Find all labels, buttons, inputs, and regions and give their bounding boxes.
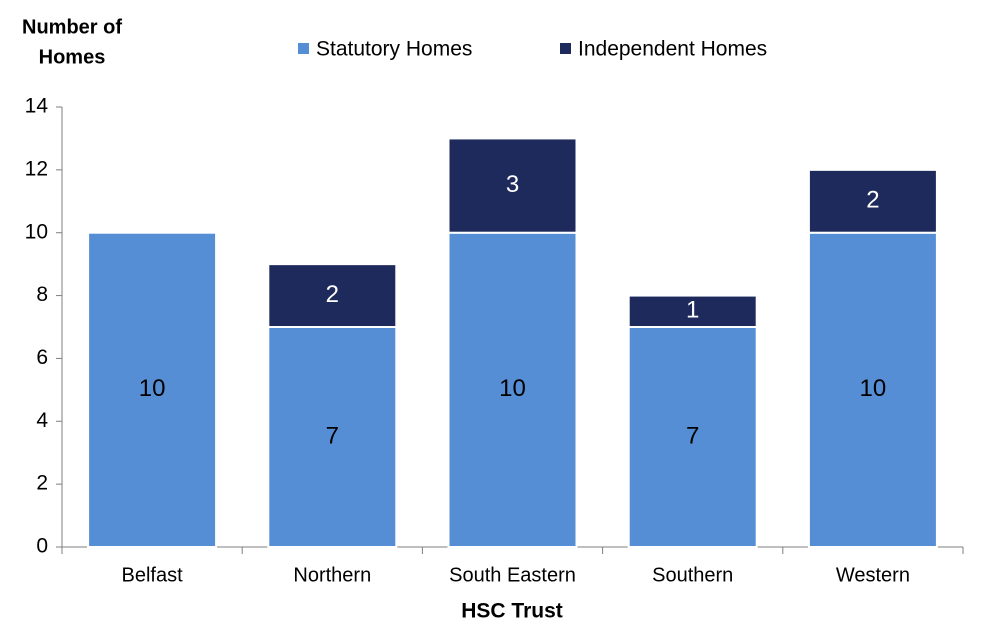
y-axis-title: Number of [22,16,122,38]
y-tick-label: 8 [36,283,48,306]
x-tick-label: Southern [652,564,733,586]
bar-segment [627,326,758,548]
bar-segment [807,168,938,234]
data-label: 3 [506,171,519,198]
legend-label: Independent Homes [578,38,767,61]
data-label: 2 [326,281,339,308]
x-tick-label: Northern [293,564,371,586]
data-label: 10 [499,375,526,402]
y-tick-label: 2 [36,472,48,495]
bar-segment [267,263,398,328]
x-tick-label: Western [836,564,910,586]
legend-swatch [560,43,571,54]
y-tick-label: 14 [25,95,49,118]
data-label: 7 [326,422,339,449]
bar-segment [447,137,578,234]
y-tick-label: 10 [25,220,48,243]
bar-segment [87,231,218,548]
data-label: 10 [860,375,887,402]
data-label: 10 [139,375,166,402]
data-label: 2 [866,187,879,214]
y-tick-label: 4 [36,409,48,432]
x-tick-label: South Eastern [449,564,576,586]
data-label: 1 [686,297,699,324]
y-tick-label: 6 [36,346,48,369]
y-tick-label: 12 [25,157,48,180]
bar-segment [807,231,938,548]
legend-label: Statutory Homes [316,38,472,61]
y-axis-title: Homes [39,46,106,68]
legend-swatch [298,43,309,54]
bar-segment [447,231,578,548]
bar-segment [267,326,398,548]
x-tick-label: Belfast [122,564,184,586]
x-axis-title: HSC Trust [461,600,563,623]
bar-segment [627,294,758,329]
data-label: 7 [686,422,699,449]
y-tick-label: 0 [36,535,48,558]
